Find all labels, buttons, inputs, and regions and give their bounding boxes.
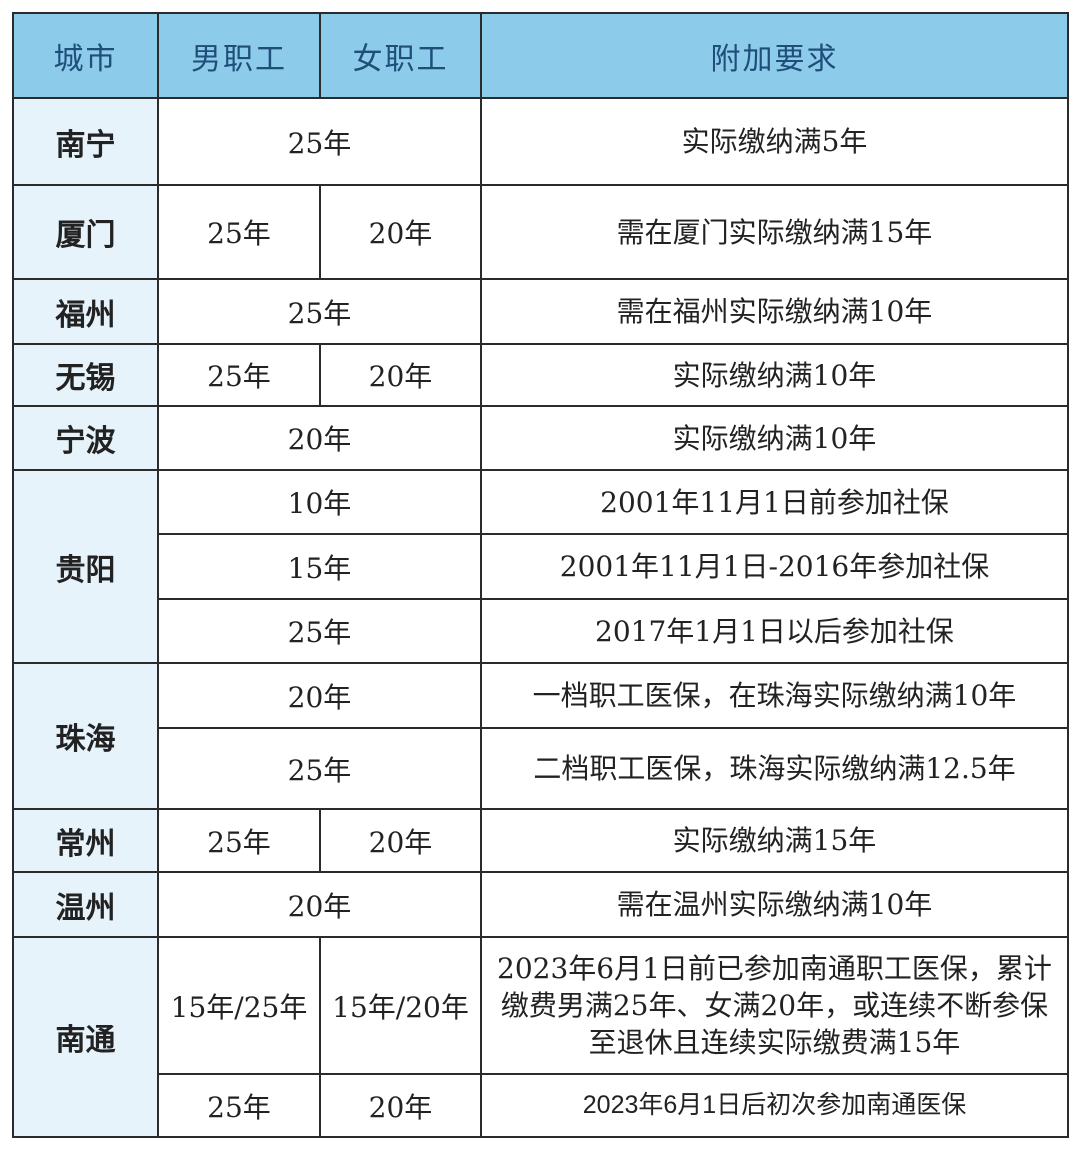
city-cell: 南宁 [12, 97, 159, 186]
city-cell: 宁波 [12, 405, 159, 471]
female-years-cell: 20年 [319, 1073, 482, 1138]
table-row: 25年 20年 2023年6月1日后初次参加南通医保 [13, 1073, 1069, 1138]
years-cell: 10年 [157, 469, 482, 535]
requirement-cell: 2001年11月1日前参加社保 [480, 469, 1069, 535]
years-cell: 20年 [157, 871, 482, 938]
table-row: 南通 15年/25年 15年/20年 2023年6月1日前已参加南通职工医保，累计缴费… [12, 936, 1069, 1138]
header-note: 附加要求 [480, 12, 1069, 99]
female-years-cell: 20年 [319, 184, 482, 280]
years-cell: 25年 [157, 97, 482, 186]
requirement-cell: 一档职工医保，在珠海实际缴纳满10年 [480, 662, 1069, 729]
requirement-cell: 实际缴纳满10年 [480, 405, 1069, 471]
city-cell: 无锡 [12, 343, 159, 407]
table-row: 珠海 20年 一档职工医保，在珠海实际缴纳满10年 [12, 662, 1069, 810]
male-years-cell: 25年 [157, 184, 321, 280]
requirement-cell: 2017年1月1日以后参加社保 [480, 598, 1069, 664]
years-cell: 25年 [157, 727, 482, 810]
table-row: 25年 2017年1月1日以后参加社保 [13, 598, 1069, 664]
table-row: 无锡 25年 20年 实际缴纳满10年 [12, 343, 1069, 407]
table-row: 25年 二档职工医保，珠海实际缴纳满12.5年 [13, 727, 1069, 810]
male-years-cell: 25年 [157, 343, 321, 407]
city-cell: 贵阳 [12, 469, 159, 664]
table-row: 宁波 20年 实际缴纳满10年 [12, 405, 1069, 471]
table-row: 南宁 25年 实际缴纳满5年 [12, 97, 1069, 186]
city-cell: 南通 [12, 936, 159, 1138]
city-cell: 常州 [12, 808, 159, 873]
city-cell: 温州 [12, 871, 159, 938]
male-years-cell: 25年 [157, 808, 321, 873]
years-cell: 25年 [157, 278, 482, 345]
table-row: 温州 20年 需在温州实际缴纳满10年 [12, 871, 1069, 938]
header-female: 女职工 [319, 12, 482, 99]
requirement-cell: 2001年11月1日-2016年参加社保 [480, 533, 1069, 600]
medical-insurance-table: 城市 男职工 女职工 附加要求 南宁 25年 实际缴纳满5年 厦门 25年 20年 需在厦门… [12, 12, 1069, 1138]
city-cell: 厦门 [12, 184, 159, 280]
header-male: 男职工 [157, 12, 321, 99]
requirement-cell: 实际缴纳满15年 [480, 808, 1069, 873]
female-years-cell: 20年 [319, 343, 482, 407]
requirement-cell: 需在厦门实际缴纳满15年 [480, 184, 1069, 280]
years-cell: 15年 [157, 533, 482, 600]
table-row: 常州 25年 20年 实际缴纳满15年 [12, 808, 1069, 873]
header-city: 城市 [12, 12, 159, 99]
requirement-cell: 2023年6月1日前已参加南通职工医保，累计缴费男满25年、女满20年，或连续不… [480, 936, 1069, 1075]
header-row: 城市 男职工 女职工 附加要求 [12, 12, 1069, 99]
table-row: 贵阳 10年 2001年11月1日前参加社保 [12, 469, 1069, 664]
female-years-cell: 15年/20年 [319, 936, 482, 1075]
requirement-cell: 实际缴纳满10年 [480, 343, 1069, 407]
table-body: 南宁 25年 实际缴纳满5年 厦门 25年 20年 需在厦门实际缴纳满15年 福州 25年 需在福… [12, 97, 1069, 1138]
requirement-cell: 需在温州实际缴纳满10年 [480, 871, 1069, 938]
table-row: 厦门 25年 20年 需在厦门实际缴纳满15年 [12, 184, 1069, 280]
male-years-cell: 25年 [157, 1073, 321, 1138]
requirement-cell: 需在福州实际缴纳满10年 [480, 278, 1069, 345]
years-cell: 25年 [157, 598, 482, 664]
years-cell: 20年 [157, 405, 482, 471]
city-cell: 福州 [12, 278, 159, 345]
table-row: 福州 25年 需在福州实际缴纳满10年 [12, 278, 1069, 345]
female-years-cell: 20年 [319, 808, 482, 873]
requirement-cell: 2023年6月1日后初次参加南通医保 [480, 1073, 1069, 1138]
table-row: 15年 2001年11月1日-2016年参加社保 [13, 533, 1069, 600]
city-cell: 珠海 [12, 662, 159, 810]
requirement-cell: 二档职工医保，珠海实际缴纳满12.5年 [480, 727, 1069, 810]
requirement-cell: 实际缴纳满5年 [480, 97, 1069, 186]
male-years-cell: 15年/25年 [157, 936, 321, 1075]
years-cell: 20年 [157, 662, 482, 729]
